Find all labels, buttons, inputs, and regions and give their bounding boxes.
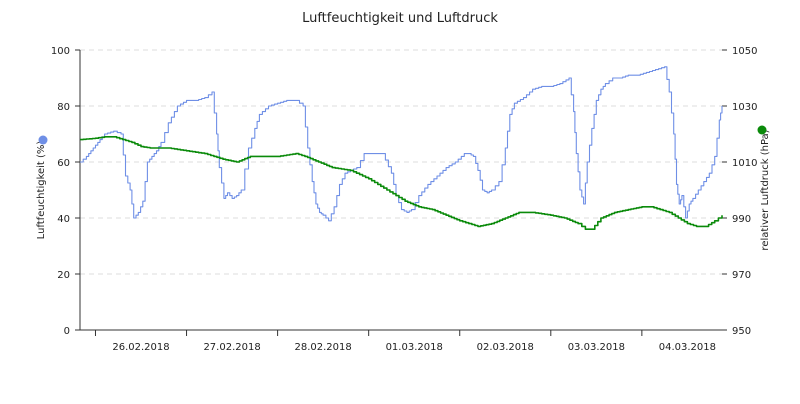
left-axis-tick-label: 40: [57, 214, 70, 225]
chart-title: Luftfeuchtigkeit und Luftdruck: [302, 11, 498, 26]
x-axis-tick-label: 02.03.2018: [477, 342, 534, 353]
pressure-series-line: [80, 136, 723, 230]
left-axis-tick-label: 100: [51, 46, 70, 57]
right-axis-tick-label: 1030: [732, 102, 757, 113]
left-axis-tick-label: 0: [64, 326, 70, 337]
left-axis-tick-label: 60: [57, 158, 70, 169]
x-axis-tick-label: 27.02.2018: [203, 342, 260, 353]
left-axis-tick-label: 80: [57, 102, 70, 113]
left-axis-label: Luftfeuchtigkeit (%): [36, 141, 47, 240]
series-lines: [80, 66, 723, 230]
axis-labels: 0 20 40 60 80 100 950 970 990 1010 1030 1050 26.02.2…: [36, 46, 771, 353]
right-axis-tick-label: 950: [732, 326, 751, 337]
x-axis-tick-label: 03.03.2018: [568, 342, 625, 353]
grid-lines: [80, 49, 722, 275]
left-axis-tick-label: 20: [57, 270, 70, 281]
x-axis-tick-label: 28.02.2018: [295, 342, 352, 353]
humidity-legend-dot: [38, 135, 48, 145]
x-axis-tick-label: 26.02.2018: [112, 342, 169, 353]
right-axis-tick-label: 970: [732, 270, 751, 281]
right-axis-tick-label: 1010: [732, 158, 757, 169]
x-axis-tick-label: 04.03.2018: [659, 342, 716, 353]
x-axis-tick-label: 01.03.2018: [386, 342, 443, 353]
humidity-series-line: [80, 66, 723, 222]
right-axis-tick-label: 990: [732, 214, 751, 225]
right-axis-tick-label: 1050: [732, 46, 757, 57]
axes: [75, 49, 727, 336]
right-axis-label: relativer Luftdruck (hPa): [760, 129, 771, 250]
pressure-legend-dot: [757, 125, 767, 135]
